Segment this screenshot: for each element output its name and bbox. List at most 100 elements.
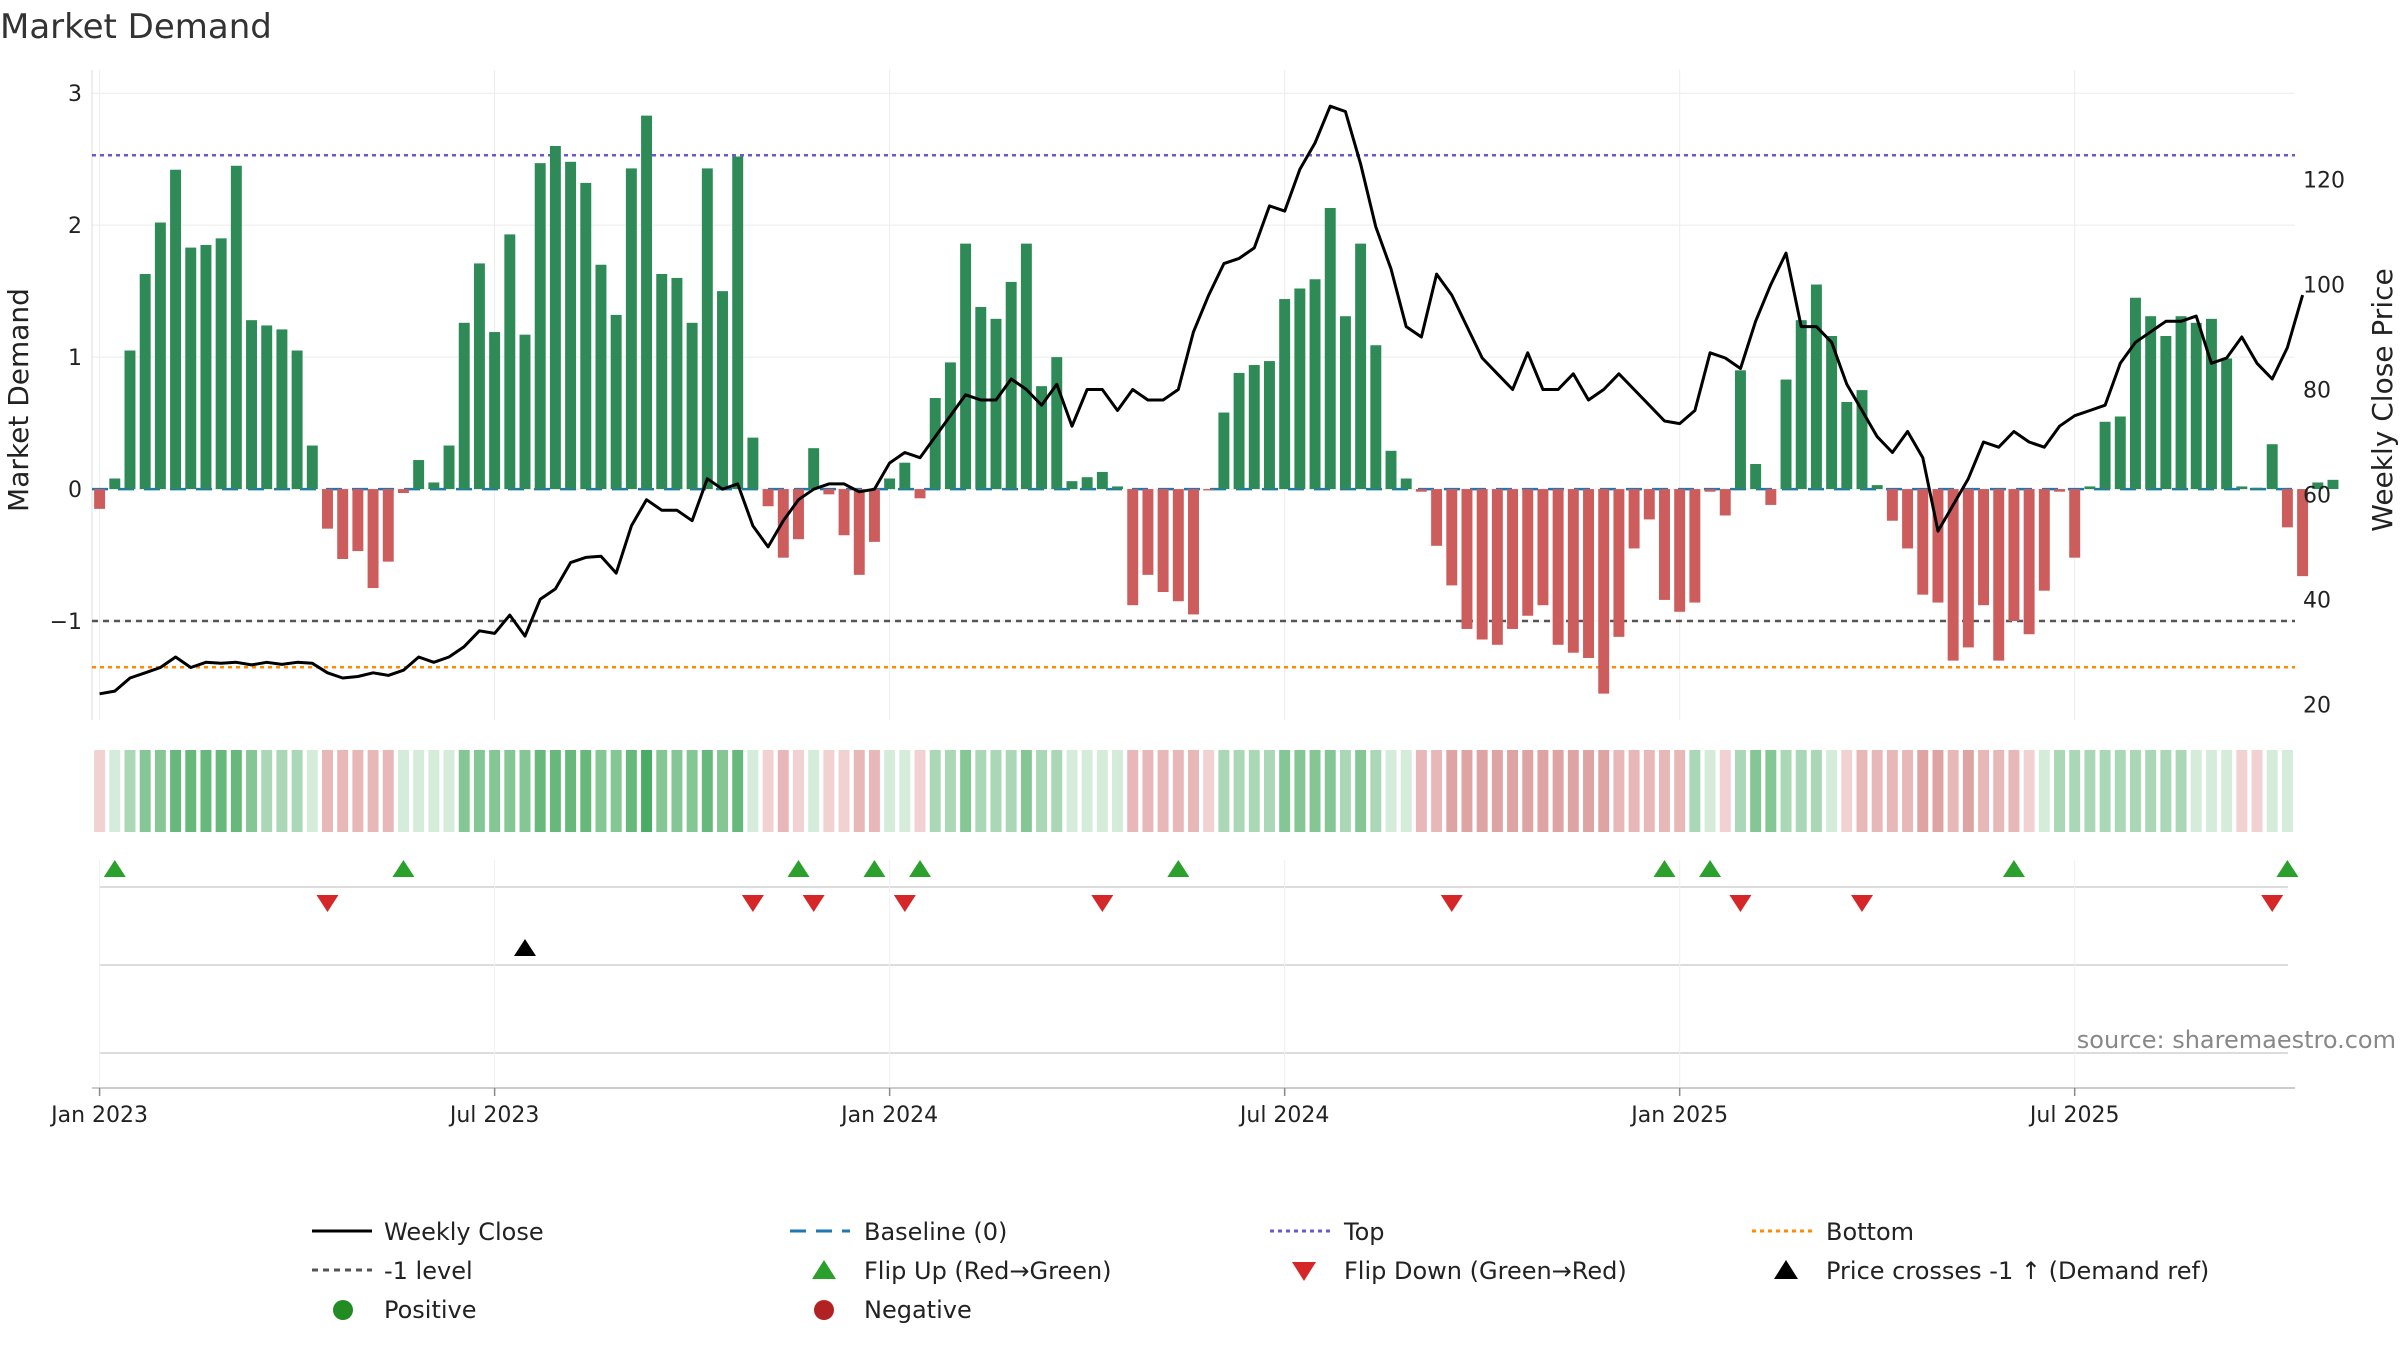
demand-bar	[2251, 487, 2263, 490]
demand-heat-strip	[94, 750, 2293, 832]
strip-cell	[549, 750, 561, 832]
strip-cell	[1431, 750, 1443, 832]
positive-dot-icon	[333, 1300, 353, 1320]
legend-item-top: Top	[1270, 1218, 1385, 1246]
demand-bar	[1188, 489, 1199, 615]
strip-cell	[2251, 750, 2263, 832]
demand-bar	[549, 145, 561, 490]
strip-cell	[1036, 750, 1048, 832]
strip-cell	[185, 750, 197, 832]
demand-bar	[382, 489, 394, 562]
demand-bar	[2190, 322, 2202, 490]
demand-bar	[337, 489, 349, 560]
strip-cell	[291, 750, 303, 832]
strip-cell	[1507, 750, 1519, 832]
flip-up-marker	[1167, 860, 1190, 877]
demand-bar	[1476, 489, 1488, 640]
demand-bar	[1127, 489, 1139, 606]
demand-bar	[1355, 243, 1367, 490]
demand-bar	[1066, 481, 1078, 490]
strip-cell	[1415, 750, 1427, 832]
demand-bar	[1400, 478, 1412, 490]
demand-bar	[1294, 288, 1306, 490]
demand-bar	[519, 334, 531, 490]
demand-bar	[2327, 479, 2339, 490]
legend-item-baseline: Baseline (0)	[790, 1218, 1007, 1246]
demand-bar	[1795, 320, 1807, 490]
demand-bar	[1446, 489, 1458, 586]
strip-cell	[656, 750, 668, 832]
demand-bar	[2160, 336, 2172, 490]
demand-bar	[944, 362, 956, 490]
demand-bar	[1826, 336, 1838, 490]
strip-cell	[1856, 750, 1868, 832]
strip-cell	[1066, 750, 1078, 832]
demand-bar	[170, 169, 182, 490]
demand-bar	[1871, 485, 1883, 490]
flip-up-marker	[863, 860, 886, 877]
demand-bar	[1613, 489, 1625, 637]
demand-bar	[124, 350, 136, 490]
demand-bar	[1309, 279, 1321, 490]
strip-cell	[762, 750, 774, 832]
legend-item-weekly-close: Weekly Close	[312, 1218, 544, 1246]
strip-cell	[884, 750, 896, 832]
demand-bar	[625, 168, 637, 490]
strip-cell	[1993, 750, 2005, 832]
strip-cell	[428, 750, 440, 832]
demand-bar	[1765, 489, 1777, 505]
strip-cell	[1917, 750, 1929, 832]
strip-cell	[1081, 750, 1093, 832]
demand-bar	[1780, 379, 1792, 490]
strip-cell	[397, 750, 409, 832]
legend-label-top: Top	[1343, 1218, 1385, 1246]
flip-down-marker	[893, 895, 916, 912]
strip-cell	[534, 750, 546, 832]
demand-bar	[732, 156, 744, 490]
demand-bar	[1643, 489, 1655, 520]
demand-bar	[1461, 489, 1473, 629]
legend-item-negative: Negative	[814, 1296, 972, 1324]
demand-bar	[1917, 489, 1929, 595]
demand-bar	[1734, 370, 1746, 490]
strip-cell	[868, 750, 880, 832]
demand-bar	[808, 448, 820, 490]
demand-bar	[2236, 486, 2248, 490]
strip-cell	[1659, 750, 1670, 832]
strip-cell	[2266, 750, 2278, 832]
weekly-close-line	[99, 104, 2305, 696]
x-tick-label: Jan 2024	[839, 1103, 938, 1128]
strip-cell	[929, 750, 941, 832]
strip-cell	[717, 750, 728, 832]
strip-cell	[1567, 750, 1579, 832]
strip-cell	[808, 750, 820, 832]
x-tick-label: Jul 2025	[2028, 1103, 2120, 1128]
demand-bar	[2008, 489, 2020, 622]
y-tick-left: 3	[68, 82, 82, 107]
strip-cell	[139, 750, 151, 832]
x-ticks: Jan 2023 Jul 2023 Jan 2024 Jul 2024 Jan 2025…	[49, 1088, 2119, 1128]
strip-cell	[1127, 750, 1139, 832]
y-ticks: 3 2 1 0 −1 20 40 60 80 100 120	[50, 82, 2345, 718]
y-tick-right: 20	[2303, 693, 2331, 718]
demand-bar	[2099, 421, 2111, 490]
demand-bar	[1218, 412, 1230, 490]
demand-bar	[2175, 316, 2187, 490]
demand-bar	[428, 482, 440, 490]
flip-up-marker	[2276, 860, 2299, 877]
demand-bar	[1415, 489, 1427, 492]
strip-cell	[2054, 750, 2065, 832]
demand-bar	[1263, 361, 1275, 490]
demand-bar	[1203, 489, 1215, 491]
legend-item-minus-one: -1 level	[312, 1257, 473, 1285]
strip-cell	[1051, 750, 1063, 832]
strip-cell	[1218, 750, 1230, 832]
strip-cell	[230, 750, 242, 832]
demand-bar	[352, 489, 364, 552]
strip-cell	[306, 750, 318, 832]
legend-label-weekly-close: Weekly Close	[384, 1218, 544, 1246]
strip-cell	[975, 750, 987, 832]
demand-bar	[2069, 489, 2081, 558]
demand-bar	[2038, 489, 2050, 591]
strip-cell	[1476, 750, 1488, 832]
